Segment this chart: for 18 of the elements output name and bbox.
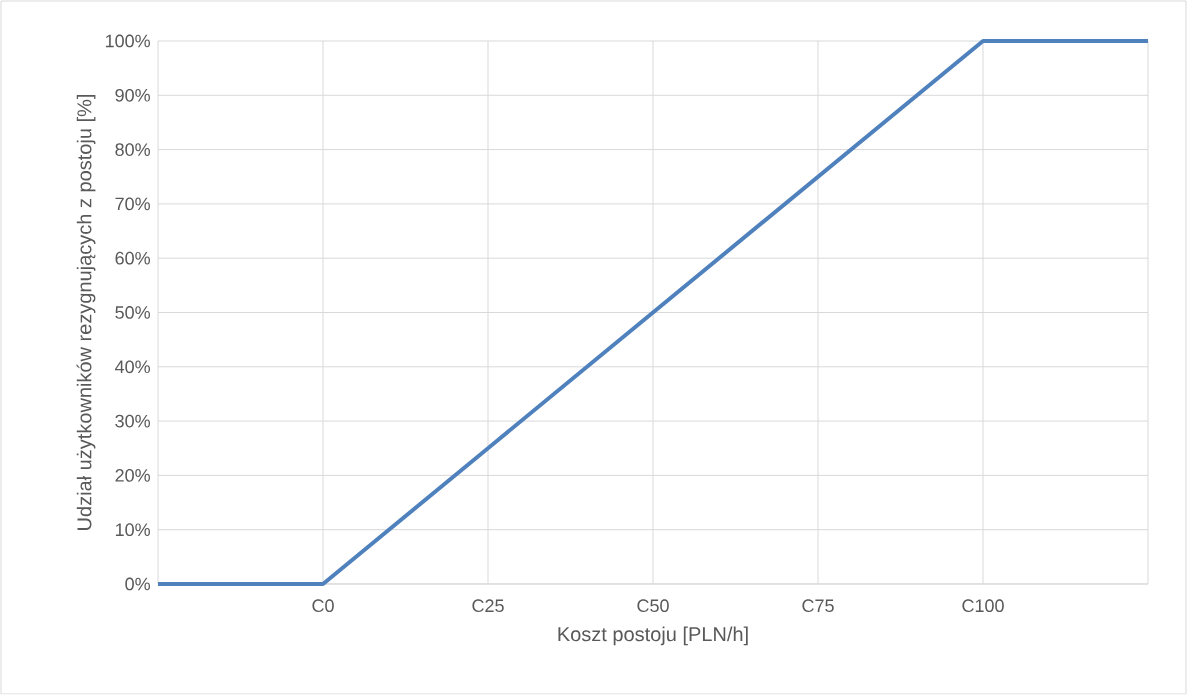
y-tick-label: 40%	[115, 360, 150, 374]
y-tick-label: 0%	[125, 577, 150, 591]
x-tick-label: C75	[802, 599, 834, 613]
x-tick-label: C100	[962, 599, 1004, 613]
y-tick-label: 90%	[115, 88, 150, 102]
x-tick-label: C0	[312, 599, 334, 613]
y-tick-label: 80%	[115, 143, 150, 156]
y-axis-title: Udział użytkowników rezygnujących z postoju [%]	[76, 95, 96, 530]
y-tick-label: 60%	[115, 251, 150, 265]
y-tick-label: 10%	[115, 523, 150, 537]
y-tick-label: 70%	[115, 197, 150, 211]
y-tick-label: 20%	[115, 469, 150, 482]
y-tick-label: 50%	[115, 306, 150, 319]
x-tick-label: C25	[472, 599, 504, 613]
x-tick-label: C50	[637, 599, 669, 613]
y-tick-label: 100%	[105, 34, 150, 48]
x-axis-title: Koszt postoju [PLN/h]	[558, 626, 748, 646]
y-tick-label: 30%	[115, 414, 150, 428]
